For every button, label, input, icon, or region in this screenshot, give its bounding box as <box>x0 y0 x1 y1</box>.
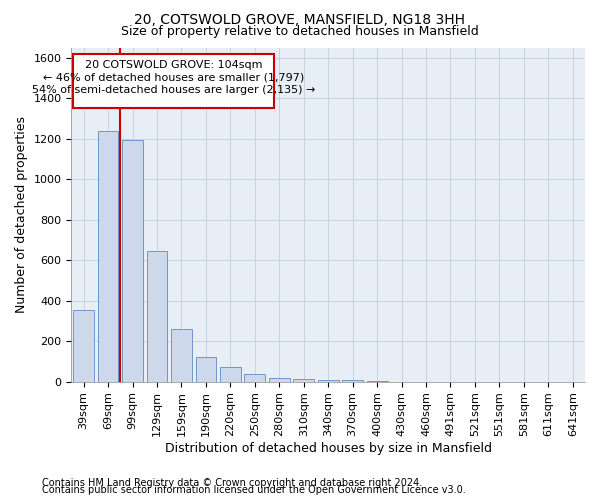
Bar <box>367 380 388 382</box>
Text: Contains HM Land Registry data © Crown copyright and database right 2024.: Contains HM Land Registry data © Crown c… <box>42 478 422 488</box>
Bar <box>269 378 290 382</box>
Bar <box>318 380 338 382</box>
Text: Contains public sector information licensed under the Open Government Licence v3: Contains public sector information licen… <box>42 485 466 495</box>
Bar <box>293 378 314 382</box>
Y-axis label: Number of detached properties: Number of detached properties <box>15 116 28 313</box>
Text: 20, COTSWOLD GROVE, MANSFIELD, NG18 3HH: 20, COTSWOLD GROVE, MANSFIELD, NG18 3HH <box>134 12 466 26</box>
Text: 20 COTSWOLD GROVE: 104sqm: 20 COTSWOLD GROVE: 104sqm <box>85 60 262 70</box>
Text: ← 46% of detached houses are smaller (1,797): ← 46% of detached houses are smaller (1,… <box>43 73 304 83</box>
Bar <box>342 380 363 382</box>
Bar <box>98 130 118 382</box>
Bar <box>73 310 94 382</box>
Text: Size of property relative to detached houses in Mansfield: Size of property relative to detached ho… <box>121 25 479 38</box>
Bar <box>171 329 192 382</box>
Bar <box>244 374 265 382</box>
FancyBboxPatch shape <box>73 54 274 108</box>
Bar <box>220 366 241 382</box>
X-axis label: Distribution of detached houses by size in Mansfield: Distribution of detached houses by size … <box>165 442 492 455</box>
Bar <box>196 358 217 382</box>
Bar <box>122 140 143 382</box>
Text: 54% of semi-detached houses are larger (2,135) →: 54% of semi-detached houses are larger (… <box>32 85 315 95</box>
Bar <box>146 251 167 382</box>
